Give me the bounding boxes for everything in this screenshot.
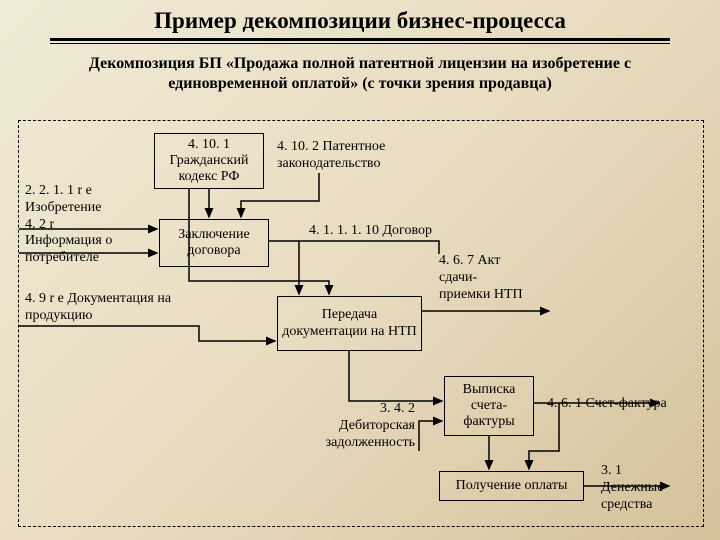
box-transfer-docs: Передача документации на НТП xyxy=(277,296,422,351)
diagram-canvas: 4. 10. 1 Гражданский кодекс РФ Заключени… xyxy=(18,120,704,527)
box-contract: Заключение договора xyxy=(159,219,269,267)
label-money: 3. 1 Денежные средства xyxy=(601,463,701,513)
label-contract-out: 4. 1. 1. 1. 10 Договор xyxy=(309,223,432,240)
page-subtitle: Декомпозиция БП «Продажа полной патентно… xyxy=(0,44,720,100)
label-invention: 2. 2. 1. 1 r e Изобретение 4. 2 r Информ… xyxy=(25,183,150,267)
label-debt: 3. 4. 2 Дебиторская задолженность xyxy=(295,401,415,451)
label-invoice-out: 4. 6. 1 Счет-фактура xyxy=(547,396,667,413)
label-patent-law: 4. 10. 2 Патентное законодательство xyxy=(277,139,437,173)
box-payment: Получение оплаты xyxy=(439,471,584,501)
page-title: Пример декомпозиции бизнес-процесса xyxy=(0,0,720,36)
label-act: 4. 6. 7 Акт сдачи- приемки НТП xyxy=(439,253,559,303)
label-docs: 4. 9 r e Документация на продукцию xyxy=(25,291,215,325)
box-invoice: Выписка счета-фактуры xyxy=(444,376,534,436)
box-civil-code: 4. 10. 1 Гражданский кодекс РФ xyxy=(154,133,264,189)
